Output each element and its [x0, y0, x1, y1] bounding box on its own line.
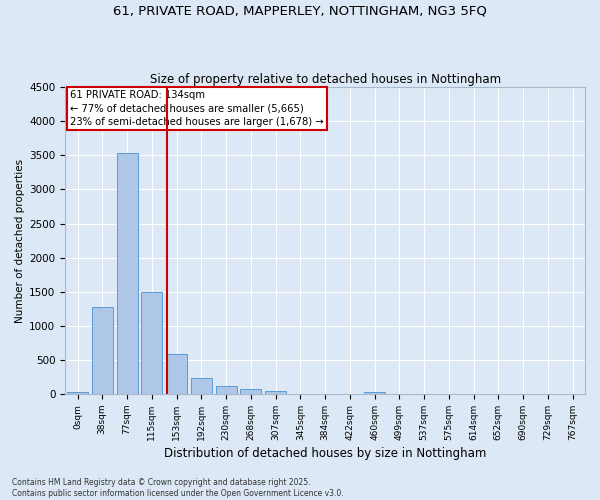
Bar	[67, 392, 88, 394]
Y-axis label: Number of detached properties: Number of detached properties	[15, 158, 25, 322]
Bar	[191, 378, 212, 394]
Text: 61, PRIVATE ROAD, MAPPERLEY, NOTTINGHAM, NG3 5FQ: 61, PRIVATE ROAD, MAPPERLEY, NOTTINGHAM,…	[113, 5, 487, 18]
X-axis label: Distribution of detached houses by size in Nottingham: Distribution of detached houses by size …	[164, 447, 486, 460]
Bar	[265, 391, 286, 394]
Bar	[116, 154, 137, 394]
Bar	[364, 392, 385, 394]
Bar	[215, 386, 236, 394]
Text: 61 PRIVATE ROAD: 134sqm
← 77% of detached houses are smaller (5,665)
23% of semi: 61 PRIVATE ROAD: 134sqm ← 77% of detache…	[70, 90, 324, 126]
Title: Size of property relative to detached houses in Nottingham: Size of property relative to detached ho…	[149, 73, 500, 86]
Bar	[240, 389, 262, 394]
Bar	[92, 306, 113, 394]
Text: Contains HM Land Registry data © Crown copyright and database right 2025.
Contai: Contains HM Land Registry data © Crown c…	[12, 478, 344, 498]
Bar	[141, 292, 163, 394]
Bar	[166, 354, 187, 394]
